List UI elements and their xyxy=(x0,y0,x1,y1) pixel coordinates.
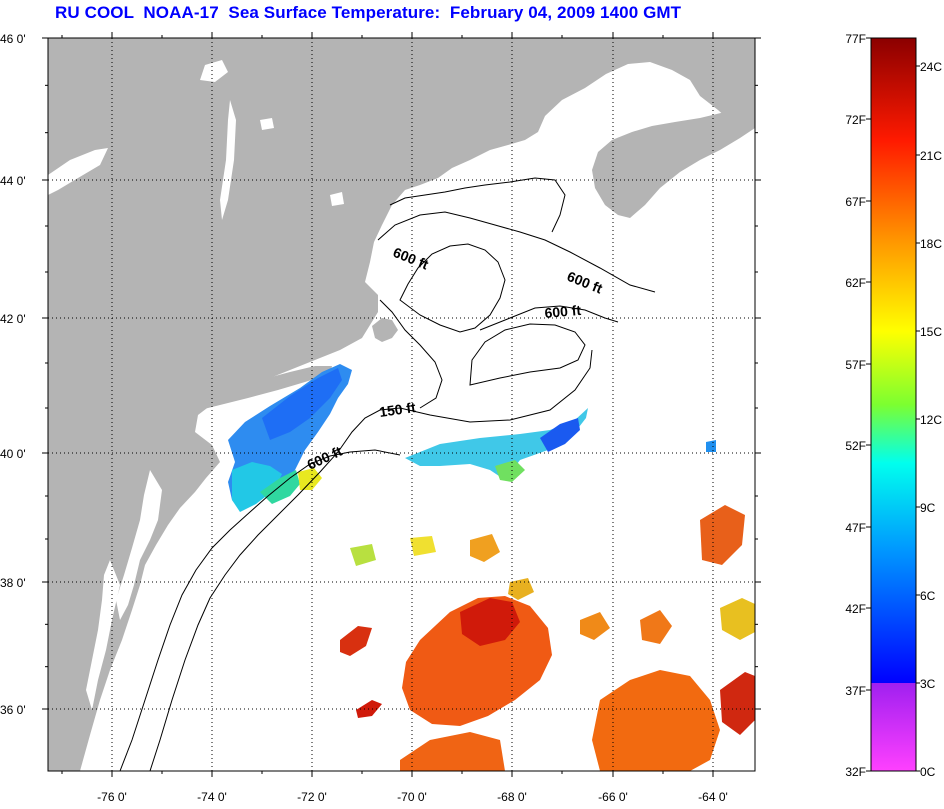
contour-coastal-maine xyxy=(389,177,566,233)
colorbar-celsius-labels: 24C 21C 18C 15C 12C 9C 6C 3C 0C xyxy=(920,60,942,779)
lat-label-42: 42 0' xyxy=(0,312,26,326)
contour-150ft-shelf xyxy=(149,349,593,771)
cb-c-24: 24C xyxy=(920,60,942,74)
lon-label-70: -70 0' xyxy=(397,790,427,804)
sst-patch-shelf-edge-blue xyxy=(540,418,580,452)
sst-patch-warm-red xyxy=(460,598,520,646)
sst-patch-mid-greenish xyxy=(350,544,376,566)
lake-small-2 xyxy=(330,192,344,206)
sst-patch-warm-south xyxy=(400,732,505,771)
sst-patch-yellow-east xyxy=(720,598,755,640)
cb-f-57: 57F xyxy=(845,358,866,372)
sst-patch-yellow-shelf-edge xyxy=(298,468,322,490)
cb-f-47: 47F xyxy=(845,521,866,535)
lon-label-76: -76 0' xyxy=(97,790,127,804)
contour-gulf-inner xyxy=(399,243,506,333)
map-frame xyxy=(47,37,756,772)
lon-label-68: -68 0' xyxy=(497,790,527,804)
contour-label-georges: 600 ft xyxy=(544,302,582,321)
lat-label-44: 44 0' xyxy=(0,174,26,188)
cb-c-3: 3C xyxy=(920,677,936,691)
sst-patch-mid-orange2 xyxy=(580,612,610,640)
cb-c-0: 0C xyxy=(920,765,936,779)
lon-label-72: -72 0' xyxy=(297,790,327,804)
lake-champlain xyxy=(220,100,236,220)
lat-label-36: 36 0' xyxy=(0,703,26,717)
sst-patch-warm-far-east xyxy=(700,505,745,565)
latitude-labels: 46 0' 44 0' 42 0' 40 0' 38 0' 36 0' xyxy=(0,32,26,717)
lake-west xyxy=(48,148,108,195)
lon-label-64: -64 0' xyxy=(698,790,728,804)
sst-patch-cyan xyxy=(232,462,282,512)
contour-nantucket xyxy=(379,299,443,409)
land-nova-scotia xyxy=(592,106,755,218)
water-chesapeake-bay xyxy=(86,560,120,710)
sst-patch-blue-core xyxy=(262,368,342,440)
sst-patch-mid-yellow2 xyxy=(410,536,436,556)
contour-600ft-shelf-edge xyxy=(119,449,401,771)
longitude-labels: -76 0' -74 0' -72 0' -70 0' -68 0' -66 0… xyxy=(97,790,728,804)
lat-label-40: 40 0' xyxy=(0,447,26,461)
cb-f-62: 62F xyxy=(845,276,866,290)
sst-patch-shelf-edge-strip xyxy=(405,408,588,480)
cb-c-12: 12C xyxy=(920,413,942,427)
cb-c-6: 6C xyxy=(920,589,936,603)
lake-small-1 xyxy=(260,118,274,130)
sst-patch-shelf-edge-green xyxy=(495,460,525,482)
contour-label-150ft: 150 ft xyxy=(378,399,417,420)
land-mainland xyxy=(48,38,755,771)
sst-patch-mid-orange xyxy=(470,534,500,562)
lat-label-38: 38 0' xyxy=(0,576,26,590)
water-delaware-bay xyxy=(116,470,162,620)
cb-f-77: 77F xyxy=(845,32,866,46)
cb-c-9: 9C xyxy=(920,501,936,515)
map-title: RU COOL NOAA-17 Sea Surface Temperature:… xyxy=(55,3,682,22)
sst-patch-warm-east xyxy=(592,670,720,771)
lon-label-74: -74 0' xyxy=(197,790,227,804)
colorbar-gradient xyxy=(870,37,917,772)
cb-c-15: 15C xyxy=(920,325,942,339)
cb-c-18: 18C xyxy=(920,237,942,251)
cb-f-52: 52F xyxy=(845,439,866,453)
sst-patch-west-red xyxy=(340,626,372,656)
sst-patch-gulf-east xyxy=(640,610,672,644)
cb-f-32: 32F xyxy=(845,765,866,779)
contour-georges-bank xyxy=(469,323,586,386)
cb-c-21: 21C xyxy=(920,149,942,163)
cb-f-72: 72F xyxy=(845,113,866,127)
cb-f-67: 67F xyxy=(845,195,866,209)
lake-upper xyxy=(200,60,228,82)
sst-patch-small-blue xyxy=(706,440,716,452)
colorbar-ticks xyxy=(866,37,920,772)
cb-f-42: 42F xyxy=(845,602,866,616)
land-long-island xyxy=(198,366,332,410)
sst-patch-warm-se xyxy=(720,672,755,735)
land-cape-cod xyxy=(372,318,398,342)
sst-patch-mid-yellow xyxy=(508,578,534,600)
axis-ticks xyxy=(42,32,761,777)
cb-f-37: 37F xyxy=(845,684,866,698)
lon-label-66: -66 0' xyxy=(598,790,628,804)
colorbar-fahrenheit-labels: 77F 72F 67F 62F 57F 52F 47F 42F 37F 32F xyxy=(845,32,866,779)
contour-600ft-gulf-of-maine xyxy=(377,211,656,293)
lat-label-46: 46 0' xyxy=(0,32,26,46)
